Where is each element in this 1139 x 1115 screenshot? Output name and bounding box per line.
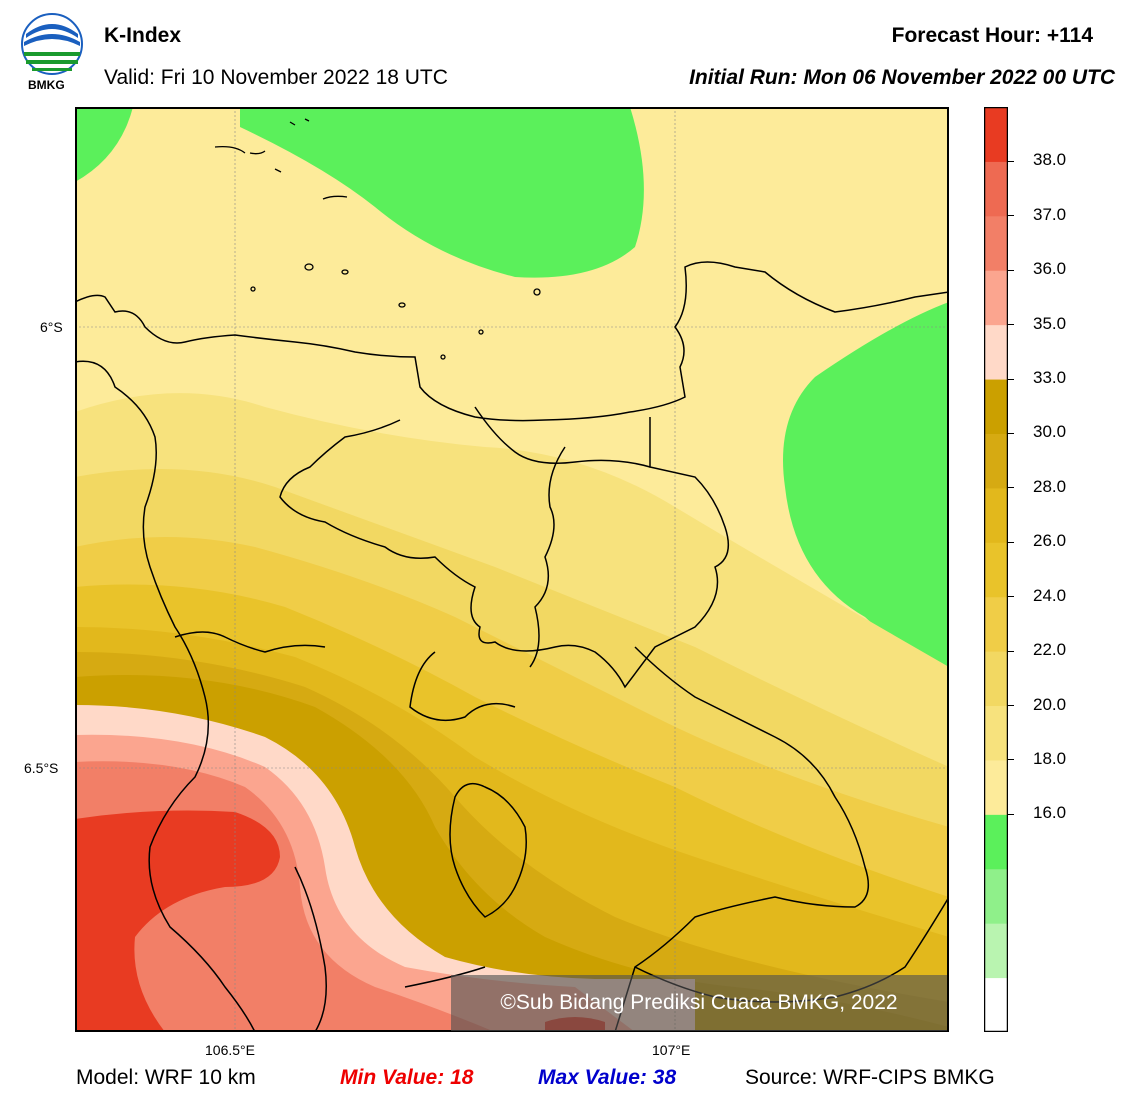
colorbar-segment — [984, 433, 1008, 489]
bmkg-logo — [20, 12, 84, 92]
colorbar-tick-label: 30.0 — [1033, 422, 1067, 442]
colorbar-tick-label: 26.0 — [1033, 531, 1067, 551]
colorbar-segment — [984, 977, 1008, 1032]
green-area-right — [783, 302, 949, 697]
colorbar-segment — [984, 868, 1008, 924]
colorbar-segment — [984, 923, 1008, 979]
colorbar-tick-label: 37.0 — [1033, 204, 1067, 224]
colorbar-segment — [984, 215, 1008, 271]
colorbar-segment — [984, 651, 1008, 707]
valid-time: Valid: Fri 10 November 2022 18 UTC — [104, 66, 448, 89]
chart-title: K-Index — [104, 24, 182, 47]
colorbar-segment — [984, 759, 1008, 815]
green-area-topleft — [75, 107, 133, 182]
colorbar-tick-label: 35.0 — [1033, 313, 1067, 333]
colorbar-tick — [1008, 215, 1014, 217]
islands — [214, 118, 541, 360]
lon-label-107e: 107°E — [652, 1042, 691, 1058]
colorbar-segment — [984, 107, 1008, 162]
colorbar-segment — [984, 379, 1008, 434]
colorbar-segment — [984, 161, 1008, 217]
colorbar-tick — [1008, 705, 1014, 707]
boundary-lines — [75, 261, 949, 1032]
colorbar-tick-label: 20.0 — [1033, 694, 1067, 714]
lat-label-6-5s: 6.5°S — [24, 760, 59, 776]
colorbar-tick — [1008, 487, 1014, 489]
colorbar-tick — [1008, 160, 1014, 162]
min-value: Min Value: 18 — [340, 1066, 474, 1089]
colorbar-segment — [984, 596, 1008, 652]
source-info: Source: WRF-CIPS BMKG — [745, 1066, 995, 1089]
colorbar-tick — [1008, 650, 1014, 652]
colorbar-tick — [1008, 813, 1014, 815]
colorbar-tick — [1008, 541, 1014, 543]
lon-label-106-5e: 106.5°E — [205, 1042, 255, 1058]
model-info: Model: WRF 10 km — [76, 1066, 256, 1089]
contour-band-max — [75, 810, 280, 1032]
colorbar-segment — [984, 324, 1008, 380]
colorbar-segment — [984, 487, 1008, 543]
colorbar-segment — [984, 542, 1008, 598]
colorbar-tick-label: 22.0 — [1033, 640, 1067, 660]
k-index-map — [75, 107, 949, 1032]
colorbar-tick-label: 24.0 — [1033, 585, 1067, 605]
colorbar-tick — [1008, 324, 1014, 326]
max-value: Max Value: 38 — [538, 1066, 677, 1089]
green-area-top — [240, 107, 644, 278]
initial-run: Initial Run: Mon 06 November 2022 00 UTC — [689, 66, 1115, 89]
logo-text: BMKG — [28, 78, 65, 92]
colorbar-segment — [984, 270, 1008, 326]
colorbar-tick — [1008, 378, 1014, 380]
colorbar-tick-label: 33.0 — [1033, 368, 1067, 388]
colorbar-segment — [984, 814, 1008, 870]
lat-label-6s: 6°S — [40, 319, 63, 335]
colorbar-tick — [1008, 596, 1014, 598]
colorbar-tick-label: 36.0 — [1033, 259, 1067, 279]
colorbar-segment — [984, 705, 1008, 761]
colorbar — [984, 107, 1008, 1032]
forecast-hour: Forecast Hour: +114 — [891, 24, 1093, 47]
copyright-watermark: ©Sub Bidang Prediksi Cuaca BMKG, 2022 — [451, 975, 947, 1031]
colorbar-tick — [1008, 759, 1014, 761]
colorbar-tick-label: 18.0 — [1033, 748, 1067, 768]
colorbar-tick — [1008, 269, 1014, 271]
colorbar-tick-label: 28.0 — [1033, 476, 1067, 496]
colorbar-tick-label: 38.0 — [1033, 150, 1067, 170]
colorbar-tick-label: 16.0 — [1033, 803, 1067, 823]
colorbar-tick — [1008, 432, 1014, 434]
